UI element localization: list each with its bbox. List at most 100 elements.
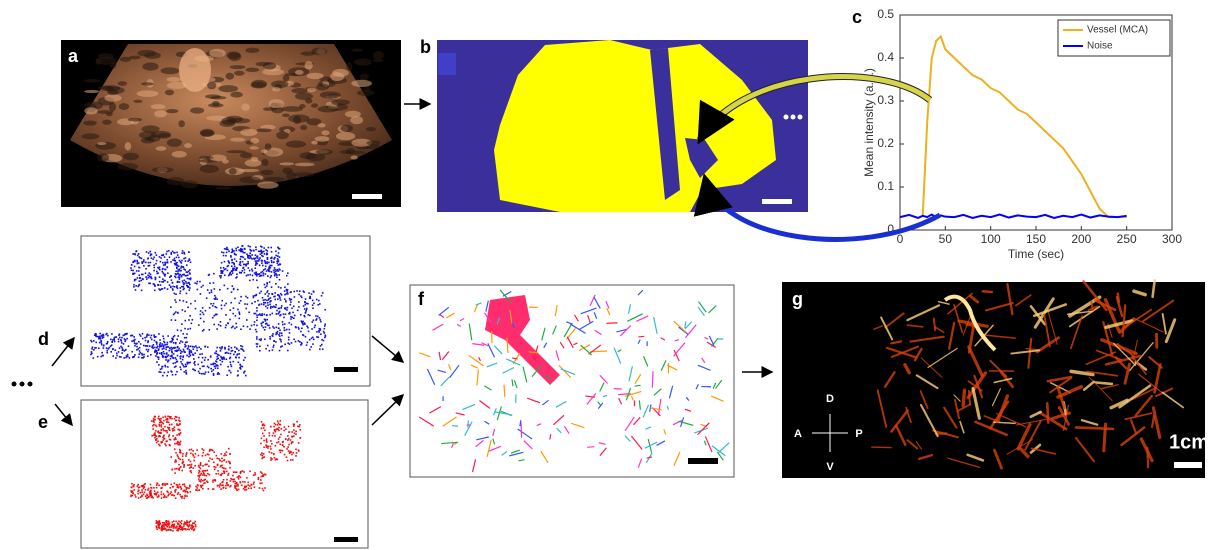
localization [234,483,236,485]
localization [278,441,280,443]
localization [154,290,156,292]
localization [162,439,164,441]
localization [315,315,317,317]
localization [186,491,188,493]
localization [212,450,214,452]
localization [170,287,172,289]
localization [111,341,113,343]
localization [177,312,179,314]
localization [261,476,263,478]
localization [237,370,239,372]
localization [244,269,246,271]
localization [188,289,190,291]
localization [263,314,265,316]
localization [186,285,188,287]
localization [240,300,242,302]
localization [300,295,302,297]
localization [186,495,188,497]
localization [163,338,165,340]
speckle [219,85,238,92]
localization [158,484,160,486]
localization [202,452,204,454]
localization [210,303,212,305]
localization [282,321,284,323]
localization [110,339,112,341]
localization [274,457,276,459]
localization [156,529,158,531]
localization [106,350,108,352]
localization [156,484,158,486]
localization [282,324,284,326]
localization [157,483,159,485]
localization [287,272,289,274]
localization [278,430,280,432]
localization [279,444,281,446]
localization [139,267,141,269]
localization [154,416,156,418]
localization [238,350,240,352]
localization [178,257,180,259]
speckle [261,159,268,166]
speckle [307,73,324,79]
localization [151,435,153,437]
localization [161,491,163,493]
localization [209,282,211,284]
localization [156,260,158,262]
localization [177,529,179,531]
localization [261,246,263,248]
localization [178,417,180,419]
localization [93,340,95,342]
localization [283,317,285,319]
localization [138,357,140,359]
localization [234,487,236,489]
x-tick-label: 300 [1162,232,1182,246]
localization [206,464,208,466]
localization [166,483,168,485]
localization [309,315,311,317]
localization [169,434,171,436]
localization [278,327,280,329]
speckle [97,142,106,145]
localization [99,342,101,344]
localization [233,288,235,290]
localization [291,454,293,456]
localization [253,324,255,326]
localization [277,255,279,257]
localization [227,474,229,476]
localization [238,475,240,477]
localization [249,274,251,276]
localization [270,426,272,428]
localization [259,483,261,485]
localization [159,346,161,348]
localization [225,255,227,257]
localization [108,347,110,349]
localization [180,432,182,434]
localization [132,335,134,337]
localization [276,262,278,264]
localization [169,341,171,343]
localization [143,354,145,356]
localization [176,527,178,529]
localization [162,417,164,419]
localization [252,270,254,272]
localization [141,258,143,260]
localization [232,475,234,477]
localization [126,333,128,335]
localization [304,322,306,324]
localization [266,261,268,263]
localization [236,326,238,328]
localization [166,344,168,346]
localization [148,282,150,284]
localization [278,248,280,250]
localization [160,342,162,344]
localization [243,257,245,259]
localization [266,315,268,317]
localization [231,259,233,261]
localization [242,481,244,483]
localization [277,420,279,422]
localization [220,277,222,279]
localization [214,295,216,297]
localization [273,262,275,264]
localization [162,356,164,358]
localization [255,295,257,297]
